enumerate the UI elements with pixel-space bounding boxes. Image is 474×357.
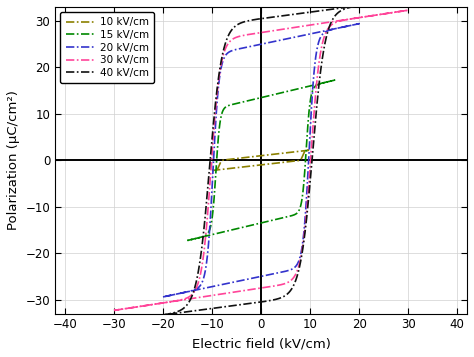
30 kV/cm: [111, 308, 117, 312]
Legend: 10 kV/cm, 15 kV/cm, 20 kV/cm, 30 kV/cm, 40 kV/cm: 10 kV/cm, 15 kV/cm, 20 kV/cm, 30 kV/cm, …: [60, 12, 154, 83]
Line: 10 kV/cm: 10 kV/cm: [212, 150, 310, 171]
15 kV/cm: [332, 78, 337, 82]
30 kV/cm: [128, 306, 133, 310]
20 kV/cm: [160, 295, 166, 299]
10 kV/cm: [209, 169, 215, 173]
20 kV/cm: [356, 21, 362, 26]
10 kV/cm: [215, 168, 220, 172]
40 kV/cm: [62, 326, 68, 330]
30 kV/cm: [192, 296, 198, 300]
15 kV/cm: [319, 81, 324, 86]
40 kV/cm: [148, 315, 154, 319]
15 kV/cm: [185, 238, 191, 243]
10 kV/cm: [307, 148, 313, 152]
20 kV/cm: [171, 292, 177, 297]
20 kV/cm: [338, 25, 344, 30]
20 kV/cm: [160, 295, 166, 299]
20 kV/cm: [220, 59, 226, 63]
10 kV/cm: [298, 157, 304, 161]
15 kV/cm: [217, 231, 223, 235]
40 kV/cm: [182, 305, 188, 310]
40 kV/cm: [62, 326, 68, 330]
10 kV/cm: [224, 167, 230, 171]
Line: 20 kV/cm: 20 kV/cm: [163, 24, 359, 297]
40 kV/cm: [170, 312, 176, 316]
30 kV/cm: [156, 301, 162, 306]
Line: 30 kV/cm: 30 kV/cm: [114, 10, 408, 310]
20 kV/cm: [203, 286, 209, 290]
15 kV/cm: [229, 102, 235, 106]
Line: 15 kV/cm: 15 kV/cm: [188, 80, 335, 241]
30 kV/cm: [378, 12, 384, 16]
Y-axis label: Polarization (μC/cm²): Polarization (μC/cm²): [7, 90, 20, 230]
20 kV/cm: [191, 288, 196, 293]
10 kV/cm: [209, 169, 215, 173]
10 kV/cm: [231, 166, 237, 170]
15 kV/cm: [225, 229, 231, 233]
30 kV/cm: [405, 8, 411, 12]
30 kV/cm: [201, 251, 207, 255]
10 kV/cm: [236, 165, 242, 170]
40 kV/cm: [84, 323, 90, 327]
Line: 40 kV/cm: 40 kV/cm: [65, 0, 457, 328]
30 kV/cm: [111, 308, 117, 312]
40 kV/cm: [123, 318, 128, 322]
30 kV/cm: [176, 298, 182, 303]
20 kV/cm: [214, 283, 220, 288]
10 kV/cm: [239, 156, 245, 160]
15 kV/cm: [185, 238, 191, 243]
15 kV/cm: [193, 236, 199, 241]
X-axis label: Electric field (kV/cm): Electric field (kV/cm): [191, 337, 330, 350]
15 kV/cm: [208, 233, 213, 237]
